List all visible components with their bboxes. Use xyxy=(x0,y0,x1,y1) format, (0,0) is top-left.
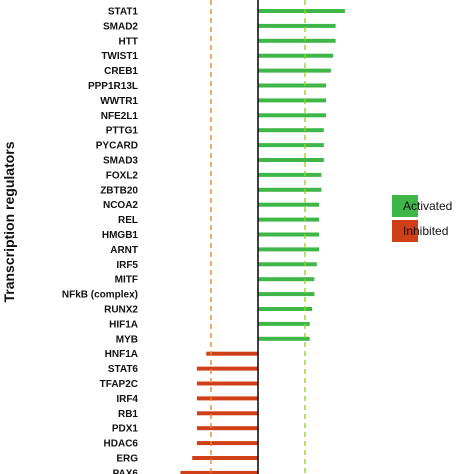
bar-erg xyxy=(192,456,258,460)
tick-label: STAT6 xyxy=(108,364,139,375)
bar-ppp1r13l xyxy=(258,83,327,88)
bar-tfap2c xyxy=(196,381,258,386)
bar-runx2 xyxy=(258,307,313,311)
bar-stat1 xyxy=(258,9,345,13)
tick-label: PYCARD xyxy=(96,141,138,152)
tick-label: HNF1A xyxy=(105,349,138,360)
bar-myb xyxy=(258,336,310,341)
tick-label: WWTR1 xyxy=(100,96,138,107)
bar-rel xyxy=(258,217,320,222)
bar-rb1 xyxy=(196,411,258,416)
tick-label: RB1 xyxy=(118,409,138,420)
tick-label: TFAP2C xyxy=(100,379,138,390)
bar-hmgb1 xyxy=(258,232,320,237)
bar-creb1 xyxy=(258,68,331,73)
legend-label-inhibited: Inhibited xyxy=(403,224,448,238)
tick-label: PDX1 xyxy=(112,424,139,435)
tick-label: RUNX2 xyxy=(104,305,138,316)
y-axis-title: Transcription regulators xyxy=(1,141,17,302)
bar-twist1 xyxy=(258,53,334,58)
tick-label: FOXL2 xyxy=(106,170,139,181)
tick-label: NFE2L1 xyxy=(101,111,139,122)
tick-label: HIF1A xyxy=(109,319,138,330)
bar-nfe2l1 xyxy=(258,113,327,118)
bar-pycard xyxy=(258,143,324,148)
bar-foxl2 xyxy=(258,172,322,177)
tick-label: MITF xyxy=(115,275,138,286)
tick-label: SMAD2 xyxy=(103,21,138,32)
tick-label: MYB xyxy=(116,334,138,345)
tick-label: PAX6 xyxy=(113,468,139,474)
bar-irf4 xyxy=(196,396,258,401)
tick-label: PPP1R13L xyxy=(88,81,138,92)
legend-swatch-inhibited xyxy=(392,220,418,242)
bar-hdac6 xyxy=(196,441,258,446)
legend-label-activated: Activated xyxy=(403,199,452,213)
bar-smad2 xyxy=(258,23,336,28)
bar-pax6 xyxy=(180,470,258,474)
tick-label: ERG xyxy=(116,454,138,465)
bar-hnf1a xyxy=(206,351,258,356)
tick-label: ZBTB20 xyxy=(100,185,138,196)
legend-swatch-activated xyxy=(392,195,418,217)
tick-label: STAT1 xyxy=(108,7,139,18)
bar-irf5 xyxy=(258,262,317,267)
bar-pdx1 xyxy=(196,426,258,431)
tick-label: IRF5 xyxy=(116,260,138,271)
tick-label: PTTG1 xyxy=(106,126,139,137)
bar-smad3 xyxy=(258,158,324,162)
tick-label: NFkB (complex) xyxy=(62,290,138,301)
tick-label: TWIST1 xyxy=(101,51,138,62)
tick-label: HTT xyxy=(119,36,138,47)
bar-nfkb-complex xyxy=(258,292,315,297)
bars-layer xyxy=(180,9,345,474)
tick-label: ARNT xyxy=(110,245,138,256)
bar-htt xyxy=(258,38,336,43)
bar-arnt xyxy=(258,247,320,252)
tick-label: NCOA2 xyxy=(103,200,138,211)
tick-label: SMAD3 xyxy=(103,156,138,167)
tick-label: CREB1 xyxy=(104,66,138,77)
bar-pttg1 xyxy=(258,128,324,133)
bar-hif1a xyxy=(258,321,310,326)
threshold-lines-layer xyxy=(210,0,306,474)
bar-mitf xyxy=(258,277,315,282)
legend: Activated Inhibited xyxy=(392,195,452,242)
tick-label: HMGB1 xyxy=(102,230,139,241)
bar-wwtr1 xyxy=(258,98,327,103)
bar-ncoa2 xyxy=(258,202,320,207)
tick-label: IRF4 xyxy=(116,394,138,405)
category-labels-layer: STAT1 SMAD2 HTT TWIST1 CREB1 PPP1R13L WWTR1 NFE… xyxy=(62,7,139,474)
bar-stat6 xyxy=(196,366,258,371)
tick-label: REL xyxy=(118,215,138,226)
bar-zbtb20 xyxy=(258,187,322,192)
tick-label: HDAC6 xyxy=(104,439,139,450)
